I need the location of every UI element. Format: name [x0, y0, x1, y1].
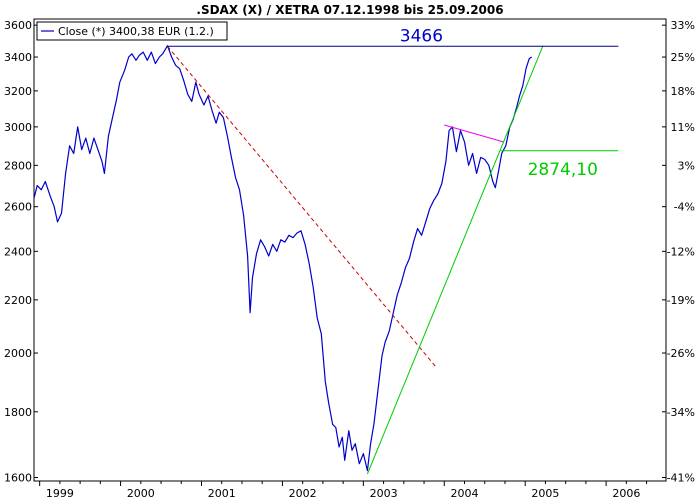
y-left-tick-label: 1600	[4, 472, 32, 485]
y-right-tick-label: -4%	[674, 201, 695, 214]
legend-box	[36, 21, 228, 41]
x-tick-label: 2005	[531, 487, 559, 500]
uptrend-line	[366, 45, 544, 475]
short-resistance-line	[444, 124, 504, 143]
y-right-tick-label: -19%	[667, 294, 695, 307]
chart-title: .SDAX (X) / XETRA 07.12.1998 bis 25.09.2…	[196, 3, 503, 17]
y-left-tick-label: 2800	[4, 159, 32, 172]
y-right-tick-label: -41%	[667, 472, 695, 485]
y-right-tick-label: 25%	[671, 51, 695, 64]
y-right-tick-label: -12%	[667, 245, 695, 258]
y-left-tick-label: 3200	[4, 85, 32, 98]
x-tick-label: 2000	[127, 487, 155, 500]
x-tick-label: 2001	[208, 487, 236, 500]
y-left-tick-label: 2200	[4, 294, 32, 307]
y-left-tick-label: 2000	[4, 347, 32, 360]
x-tick-label: 2004	[451, 487, 479, 500]
y-left-tick-label: 2400	[4, 245, 32, 258]
legend-label: Close (*) 3400,38 EUR (1.2.)	[58, 25, 214, 38]
annotation-high-value: 3466	[400, 26, 443, 46]
y-left-tick-label: 3400	[4, 51, 32, 64]
y-right-tick-label: -26%	[667, 347, 695, 360]
y-right-tick-label: 3%	[678, 159, 695, 172]
annotation-support-value: 2874,10	[528, 160, 598, 180]
y-left-tick-label: 2600	[4, 201, 32, 214]
y-left-tick-label: 1800	[4, 406, 32, 419]
y-left-tick-label: 3000	[4, 121, 32, 134]
x-tick-label: 2002	[289, 487, 317, 500]
plot-frame	[33, 18, 667, 482]
close-price-line	[33, 45, 533, 472]
x-tick-label: 2003	[370, 487, 398, 500]
y-right-tick-label: -34%	[667, 406, 695, 419]
x-tick-label: 2006	[612, 487, 640, 500]
legend: Close (*) 3400,38 EUR (1.2.)	[36, 21, 228, 41]
y-right-tick-label: 33%	[671, 19, 695, 32]
y-left-tick-label: 3600	[4, 19, 32, 32]
x-tick-label: 1999	[46, 487, 74, 500]
y-right-tick-label: 11%	[671, 121, 695, 134]
y-right-tick-label: 18%	[671, 85, 695, 98]
